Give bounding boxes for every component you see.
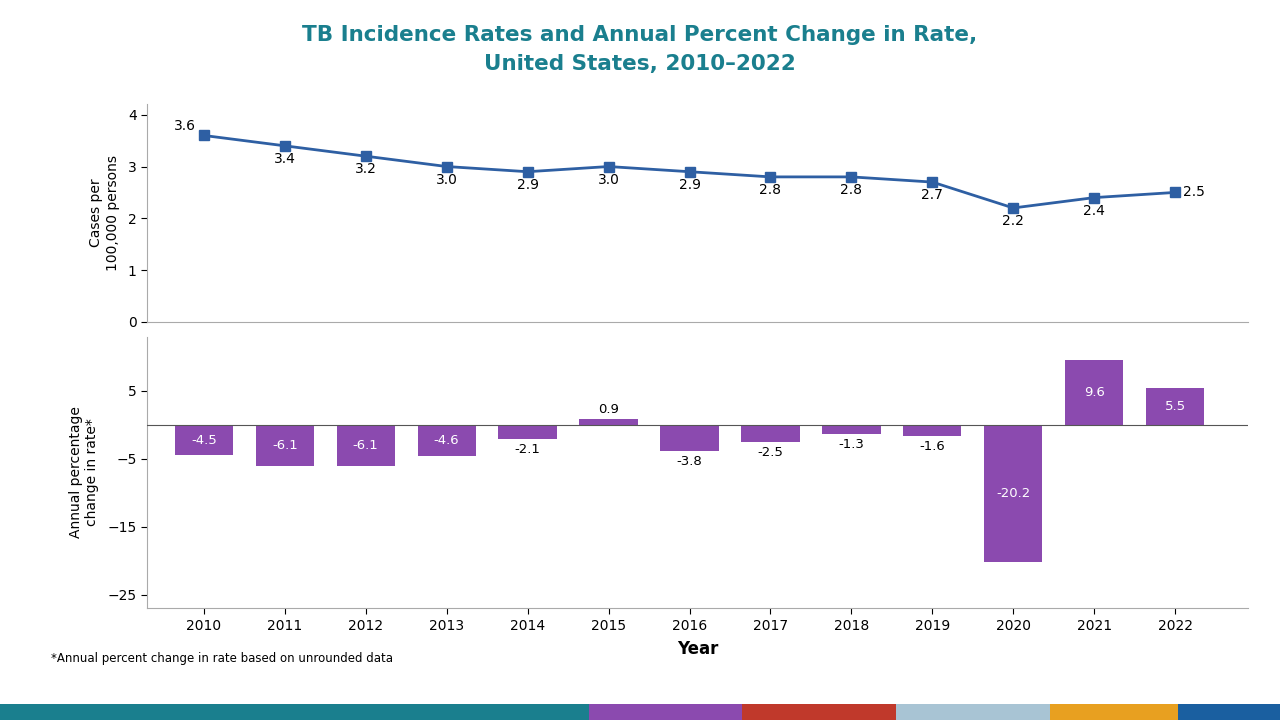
- Bar: [904, 425, 961, 436]
- Text: 5.5: 5.5: [1165, 400, 1185, 413]
- Text: United States, 2010–2022: United States, 2010–2022: [484, 54, 796, 74]
- Text: -3.8: -3.8: [677, 455, 703, 468]
- Text: 2.9: 2.9: [678, 178, 700, 192]
- Text: 2.8: 2.8: [841, 183, 863, 197]
- Text: 2.2: 2.2: [1002, 214, 1024, 228]
- Bar: [822, 425, 881, 433]
- Bar: [1146, 387, 1204, 425]
- Text: -20.2: -20.2: [996, 487, 1030, 500]
- Text: -4.6: -4.6: [434, 434, 460, 447]
- Text: 3.4: 3.4: [274, 152, 296, 166]
- Text: 3.0: 3.0: [598, 173, 620, 186]
- Y-axis label: Cases per
100,000 persons: Cases per 100,000 persons: [90, 155, 119, 271]
- Bar: [175, 425, 233, 456]
- Bar: [417, 425, 476, 456]
- Text: -6.1: -6.1: [353, 439, 379, 452]
- Text: -2.1: -2.1: [515, 444, 540, 456]
- Text: TB Incidence Rates and Annual Percent Change in Rate,: TB Incidence Rates and Annual Percent Ch…: [302, 25, 978, 45]
- Text: *Annual percent change in rate based on unrounded data: *Annual percent change in rate based on …: [51, 652, 393, 665]
- Text: 2.5: 2.5: [1183, 186, 1206, 199]
- Text: -6.1: -6.1: [271, 439, 298, 452]
- Text: 3.2: 3.2: [355, 163, 376, 176]
- Bar: [498, 425, 557, 439]
- Bar: [984, 425, 1042, 562]
- Bar: [256, 425, 314, 467]
- Bar: [660, 425, 718, 451]
- X-axis label: Year: Year: [677, 640, 718, 658]
- Text: 3.6: 3.6: [174, 119, 196, 133]
- Bar: [337, 425, 396, 467]
- Y-axis label: Annual percentage
change in rate*: Annual percentage change in rate*: [69, 407, 100, 539]
- Text: -1.6: -1.6: [919, 440, 945, 453]
- Text: 2.9: 2.9: [517, 178, 539, 192]
- Text: 0.9: 0.9: [598, 403, 620, 416]
- Text: -2.5: -2.5: [758, 446, 783, 459]
- Bar: [741, 425, 800, 442]
- Text: 9.6: 9.6: [1084, 386, 1105, 399]
- Text: -1.3: -1.3: [838, 438, 864, 451]
- Bar: [1065, 360, 1124, 425]
- Text: 2.8: 2.8: [759, 183, 782, 197]
- Text: -4.5: -4.5: [191, 433, 216, 446]
- Bar: [580, 419, 637, 425]
- Text: 2.7: 2.7: [922, 189, 943, 202]
- Text: 3.0: 3.0: [435, 173, 458, 186]
- Text: 2.4: 2.4: [1083, 204, 1105, 218]
